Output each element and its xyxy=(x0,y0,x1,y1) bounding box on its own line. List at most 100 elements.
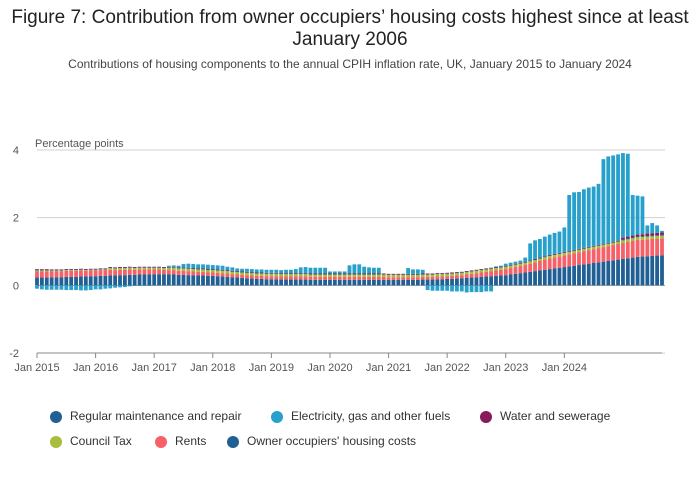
bar-segment-regular_maintenance xyxy=(215,269,220,271)
bar-segment-rents xyxy=(44,271,49,278)
bar-segment-rents xyxy=(425,276,430,280)
bar-segment-electricity xyxy=(254,269,259,273)
bar-segment-electricity xyxy=(313,267,318,274)
bar-segment-electricity xyxy=(215,265,220,270)
bar-segment-water xyxy=(650,233,655,236)
bar-segment-water xyxy=(367,273,371,275)
bar-segment-water xyxy=(332,273,337,275)
bar-segment-water xyxy=(455,272,459,273)
bar-segment-regular_maintenance xyxy=(508,265,513,266)
bar-segment-electricity xyxy=(337,271,342,274)
bar-segment-ooh xyxy=(523,272,528,286)
bar-segment-council_tax xyxy=(132,268,137,270)
bar-segment-ooh xyxy=(113,275,118,286)
bar-segment-regular_maintenance xyxy=(523,261,528,263)
bar-segment-council_tax xyxy=(616,241,620,245)
bar-segment-council_tax xyxy=(625,239,630,243)
bar-segment-council_tax xyxy=(406,274,410,278)
bar-segment-rents xyxy=(420,276,425,280)
bar-segment-regular_maintenance xyxy=(249,272,254,274)
bar-segment-water xyxy=(108,267,113,268)
bar-segment-electricity xyxy=(645,225,650,234)
bar-segment-water xyxy=(181,267,186,269)
bar-segment-water xyxy=(562,251,567,253)
bar-segment-regular_maintenance xyxy=(489,268,494,269)
bar-segment-electricity xyxy=(621,153,625,238)
bar-segment-ooh xyxy=(479,276,484,286)
bar-segment-electricity xyxy=(547,234,552,255)
bar-segment-electricity xyxy=(274,269,279,273)
bar-segment-regular_maintenance xyxy=(274,273,279,274)
bar-segment-ooh xyxy=(367,279,371,286)
bar-segment-water xyxy=(528,260,533,261)
bar-segment-water xyxy=(347,273,352,275)
bar-segment-regular_maintenance xyxy=(157,267,161,268)
bar-segment-council_tax xyxy=(181,268,186,271)
bar-segment-council_tax xyxy=(376,274,381,277)
bar-segment-electricity xyxy=(425,285,430,291)
bar-segment-electricity xyxy=(191,264,196,269)
bar-segment-rents xyxy=(103,270,108,276)
bar-segment-regular_maintenance xyxy=(645,235,650,237)
bar-segment-rents xyxy=(210,272,215,276)
bar-segment-water xyxy=(225,270,230,271)
bar-segment-council_tax xyxy=(279,274,284,277)
bar-segment-rents xyxy=(640,239,645,257)
bar-segment-water xyxy=(591,245,596,247)
bar-segment-regular_maintenance xyxy=(176,267,181,269)
bar-segment-ooh xyxy=(411,279,415,286)
bar-segment-regular_maintenance xyxy=(88,269,93,270)
bar-segment-water xyxy=(445,272,450,274)
bar-segment-water xyxy=(415,273,420,275)
bar-segment-rents xyxy=(205,272,210,276)
bar-segment-water xyxy=(191,268,196,269)
bar-segment-rents xyxy=(381,276,386,280)
bar-segment-council_tax xyxy=(74,270,78,271)
bar-segment-regular_maintenance xyxy=(49,269,54,271)
bar-segment-council_tax xyxy=(630,238,635,242)
bar-segment-council_tax xyxy=(513,264,518,268)
bar-segment-council_tax xyxy=(655,235,660,239)
bar-segment-rents xyxy=(230,274,235,278)
bar-segment-water xyxy=(201,268,205,270)
bar-segment-rents xyxy=(308,276,313,280)
bar-segment-council_tax xyxy=(479,270,484,273)
bar-segment-regular_maintenance xyxy=(337,273,342,275)
bar-segment-regular_maintenance xyxy=(254,272,259,274)
bar-segment-electricity xyxy=(518,260,523,263)
bar-segment-water xyxy=(386,273,391,275)
bar-segment-water xyxy=(479,269,484,270)
bar-segment-ooh xyxy=(601,261,606,286)
bar-segment-regular_maintenance xyxy=(367,273,371,275)
bar-segment-regular_maintenance xyxy=(401,274,406,275)
bar-segment-rents xyxy=(542,259,547,270)
bar-segment-water xyxy=(137,266,142,268)
bar-segment-water xyxy=(64,269,69,270)
bar-segment-regular_maintenance xyxy=(494,267,498,269)
bar-segment-electricity xyxy=(362,266,367,274)
bar-segment-council_tax xyxy=(235,272,240,275)
x-tick-label: Jan 2019 xyxy=(249,362,294,374)
bar-segment-electricity xyxy=(372,267,376,274)
bar-segment-ooh xyxy=(557,267,562,286)
bar-segment-water xyxy=(328,273,332,275)
bar-segment-regular_maintenance xyxy=(210,269,215,271)
bar-segment-water xyxy=(577,248,581,250)
bar-segment-ooh xyxy=(240,277,244,286)
bar-segment-rents xyxy=(259,275,264,279)
bar-segment-regular_maintenance xyxy=(655,235,660,236)
bar-segment-electricity xyxy=(581,189,586,248)
bar-segment-regular_maintenance xyxy=(415,274,420,275)
bar-segment-council_tax xyxy=(440,274,445,277)
bar-segment-council_tax xyxy=(225,271,230,274)
bar-segment-regular_maintenance xyxy=(225,270,230,272)
bar-segment-rents xyxy=(152,269,157,275)
bar-segment-regular_maintenance xyxy=(137,267,142,268)
bar-segment-rents xyxy=(196,271,201,276)
y-tick-label: -2 xyxy=(9,348,19,360)
bar-segment-water xyxy=(406,273,410,275)
bar-segment-rents xyxy=(445,276,450,279)
bar-segment-council_tax xyxy=(269,273,274,277)
bar-segment-council_tax xyxy=(220,270,225,274)
bar-segment-rents xyxy=(93,270,98,277)
